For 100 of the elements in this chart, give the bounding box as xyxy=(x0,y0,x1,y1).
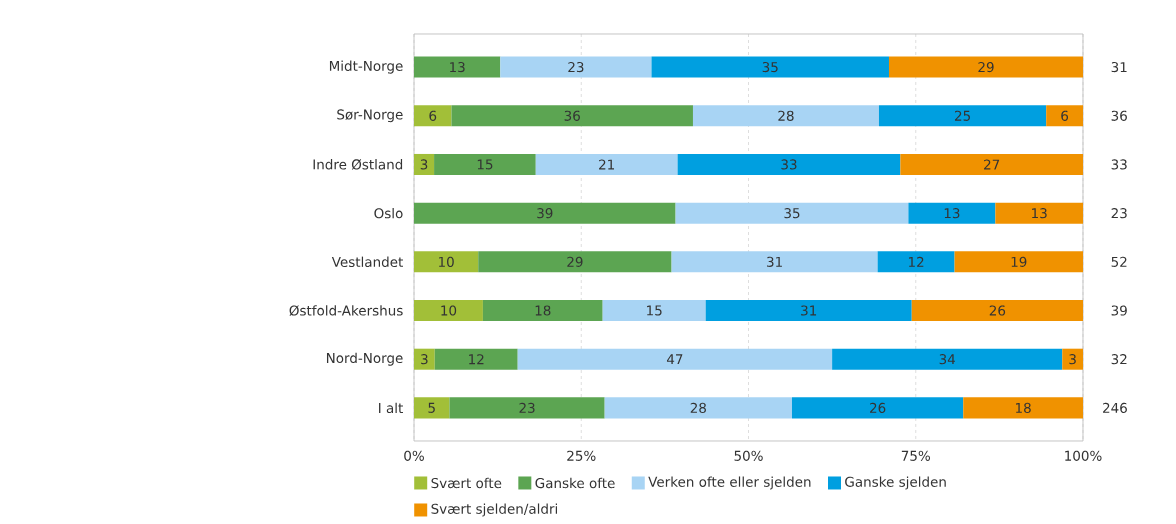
text: 23 xyxy=(1111,208,1127,219)
y-tick-label: Vestlandet xyxy=(331,256,403,268)
bar xyxy=(1062,348,1083,370)
bar xyxy=(908,202,996,224)
bar xyxy=(414,153,435,175)
data-label: 29 xyxy=(567,256,583,267)
bar xyxy=(414,397,450,419)
text: 246 xyxy=(1103,402,1127,413)
data-label: 36 xyxy=(564,110,580,121)
data-label: 5 xyxy=(428,402,435,413)
data-label: 31 xyxy=(767,256,782,267)
data-label: 33 xyxy=(781,159,797,170)
data-label: 35 xyxy=(762,61,778,73)
data-label: 23 xyxy=(568,61,584,73)
x-tick-label: 75% xyxy=(901,450,931,461)
data-label: 10 xyxy=(439,256,454,267)
text: 31 xyxy=(1111,61,1127,73)
data-label: 3 xyxy=(421,354,428,365)
y-tick-label: Nord-Norge xyxy=(326,352,403,366)
y-tick-label: Sør-Norge xyxy=(337,109,403,123)
bar xyxy=(414,202,676,224)
bar xyxy=(651,56,889,78)
bar xyxy=(478,251,672,273)
data-label: 15 xyxy=(647,305,662,316)
data-label: 13 xyxy=(1032,208,1047,219)
x-tick-label: 25% xyxy=(567,450,596,461)
x-tick-label: 0% xyxy=(404,450,424,461)
legend-label: Verken ofte eller sjelden xyxy=(648,476,811,490)
bar xyxy=(535,153,678,175)
data-label: 25 xyxy=(954,110,970,121)
bar xyxy=(604,397,792,419)
data-label: 35 xyxy=(784,208,800,219)
y-tick-label: Indre Østland xyxy=(313,159,403,170)
data-label: 21 xyxy=(599,159,615,170)
data-label: 26 xyxy=(989,305,1006,316)
text: 52 xyxy=(1111,256,1127,267)
data-label: 28 xyxy=(778,110,794,121)
bar xyxy=(414,105,452,127)
bar xyxy=(900,153,1083,175)
legend-label: Ganske ofte xyxy=(535,477,615,489)
bar xyxy=(449,397,605,419)
bar xyxy=(517,348,833,370)
data-label: 10 xyxy=(441,305,457,316)
data-label: 6 xyxy=(429,110,437,121)
text: 32 xyxy=(1111,354,1127,365)
data-label: 39 xyxy=(537,208,553,219)
bar xyxy=(692,105,879,127)
data-label: 18 xyxy=(535,305,551,316)
data-label: 3 xyxy=(420,159,428,170)
y-tick-label: Midt-Norge xyxy=(329,60,403,74)
y-tick-label: Oslo xyxy=(374,207,403,219)
bar xyxy=(671,251,878,273)
bar xyxy=(877,251,955,273)
bar xyxy=(911,300,1083,322)
bar xyxy=(963,397,1083,419)
bar xyxy=(705,300,912,322)
legend-label: Svært ofte xyxy=(431,477,502,489)
bar xyxy=(954,251,1083,273)
bar xyxy=(888,56,1083,78)
data-label: 18 xyxy=(1016,402,1031,413)
x-tick-label: 100% xyxy=(1065,450,1102,461)
bar xyxy=(1046,105,1083,127)
bar xyxy=(414,300,483,322)
y-tick-label: I alt xyxy=(379,402,403,414)
bar xyxy=(434,348,518,370)
data-label: 15 xyxy=(477,159,493,170)
x-tick-label: 50% xyxy=(734,450,763,461)
bar xyxy=(602,300,706,322)
bar xyxy=(414,251,479,273)
data-label: 6 xyxy=(1061,110,1069,121)
bar xyxy=(482,300,603,322)
data-label: 3 xyxy=(1069,354,1076,365)
bar xyxy=(451,105,693,127)
text: 33 xyxy=(1111,159,1127,170)
legend-label: Svært sjelden/aldri xyxy=(431,503,557,517)
data-label: 13 xyxy=(450,61,465,73)
bar xyxy=(434,153,536,175)
data-label: 19 xyxy=(1011,256,1027,267)
bar xyxy=(832,348,1063,370)
bar xyxy=(675,202,909,224)
data-label: 12 xyxy=(469,354,484,365)
data-label: 29 xyxy=(978,61,994,73)
bar xyxy=(878,105,1047,127)
text: 36 xyxy=(1111,110,1127,121)
legend-label: Ganske sjelden xyxy=(845,476,946,490)
data-label: 27 xyxy=(984,159,1000,170)
bar xyxy=(500,56,652,78)
bar xyxy=(791,397,964,419)
data-label: 28 xyxy=(690,402,706,413)
data-label: 47 xyxy=(666,354,683,365)
data-label: 34 xyxy=(939,354,956,365)
bar xyxy=(995,202,1083,224)
text: 39 xyxy=(1111,305,1127,316)
data-label: 26 xyxy=(870,402,886,413)
data-label: 12 xyxy=(908,256,924,267)
y-tick-label: Østfold-Akershus xyxy=(289,305,403,316)
bar xyxy=(677,153,901,175)
bar xyxy=(414,56,501,78)
data-label: 23 xyxy=(519,402,535,413)
data-label: 31 xyxy=(801,305,817,316)
